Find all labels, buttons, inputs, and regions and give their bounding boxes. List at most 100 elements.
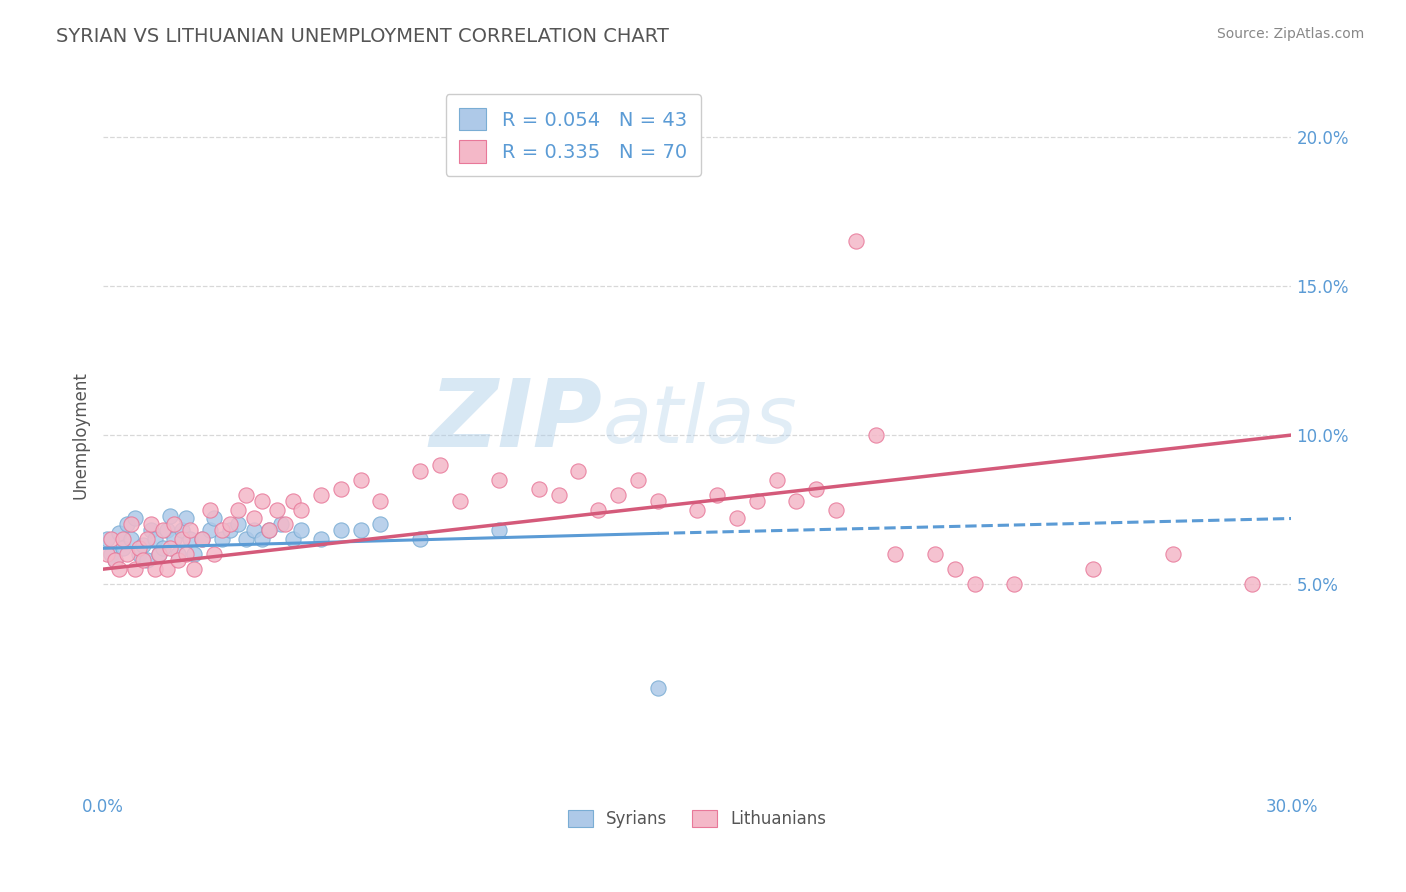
Point — [547, 488, 569, 502]
Point — [290, 524, 312, 538]
Point — [409, 533, 432, 547]
Point — [349, 524, 371, 538]
Point — [115, 517, 138, 532]
Point — [163, 517, 186, 532]
Point — [745, 493, 768, 508]
Point — [104, 553, 127, 567]
Point — [647, 681, 669, 696]
Point — [148, 547, 170, 561]
Point — [1161, 547, 1184, 561]
Point — [250, 533, 273, 547]
Point — [219, 524, 242, 538]
Point — [567, 464, 589, 478]
Point — [124, 562, 146, 576]
Point — [139, 517, 162, 532]
Point — [152, 541, 174, 556]
Point — [349, 473, 371, 487]
Point — [785, 493, 807, 508]
Point — [104, 553, 127, 567]
Point — [139, 524, 162, 538]
Point — [191, 533, 214, 547]
Point — [155, 524, 177, 538]
Point — [152, 524, 174, 538]
Point — [211, 533, 233, 547]
Point — [725, 511, 748, 525]
Point — [183, 562, 205, 576]
Point — [226, 517, 249, 532]
Point — [179, 533, 201, 547]
Point — [176, 547, 198, 561]
Point — [100, 533, 122, 547]
Point — [191, 533, 214, 547]
Point — [259, 524, 281, 538]
Point — [198, 502, 221, 516]
Point — [627, 473, 650, 487]
Point — [1240, 577, 1263, 591]
Point — [167, 553, 190, 567]
Point — [183, 547, 205, 561]
Point — [963, 577, 986, 591]
Point — [96, 533, 118, 547]
Point — [235, 488, 257, 502]
Point — [176, 511, 198, 525]
Point — [1002, 577, 1025, 591]
Point — [488, 524, 510, 538]
Point — [845, 235, 868, 249]
Point — [108, 526, 131, 541]
Point — [111, 541, 134, 556]
Point — [242, 524, 264, 538]
Point — [865, 428, 887, 442]
Point — [706, 488, 728, 502]
Point — [329, 524, 352, 538]
Point — [135, 553, 157, 567]
Point — [108, 562, 131, 576]
Point — [172, 533, 194, 547]
Point — [143, 533, 166, 547]
Point — [128, 547, 150, 561]
Point — [211, 524, 233, 538]
Text: atlas: atlas — [602, 382, 797, 459]
Point — [825, 502, 848, 516]
Point — [226, 502, 249, 516]
Text: ZIP: ZIP — [429, 375, 602, 467]
Point — [259, 524, 281, 538]
Point — [111, 533, 134, 547]
Point — [202, 511, 225, 525]
Point — [163, 533, 186, 547]
Point — [135, 533, 157, 547]
Point — [290, 502, 312, 516]
Point — [179, 524, 201, 538]
Point — [370, 517, 392, 532]
Point — [804, 482, 827, 496]
Point — [884, 547, 907, 561]
Point — [159, 541, 181, 556]
Point — [266, 502, 288, 516]
Point — [309, 488, 332, 502]
Point — [943, 562, 966, 576]
Point — [686, 502, 709, 516]
Point — [250, 493, 273, 508]
Point — [143, 562, 166, 576]
Point — [607, 488, 630, 502]
Point — [647, 493, 669, 508]
Point — [274, 517, 297, 532]
Point — [1083, 562, 1105, 576]
Point — [124, 511, 146, 525]
Point — [120, 517, 142, 532]
Point — [765, 473, 787, 487]
Point — [167, 547, 190, 561]
Point — [132, 553, 155, 567]
Point — [115, 547, 138, 561]
Point — [219, 517, 242, 532]
Point — [198, 524, 221, 538]
Point — [924, 547, 946, 561]
Legend: Syrians, Lithuanians: Syrians, Lithuanians — [561, 803, 834, 834]
Point — [370, 493, 392, 508]
Point — [283, 493, 305, 508]
Point — [159, 508, 181, 523]
Point — [588, 502, 610, 516]
Point — [409, 464, 432, 478]
Point — [283, 533, 305, 547]
Text: Source: ZipAtlas.com: Source: ZipAtlas.com — [1216, 27, 1364, 41]
Text: SYRIAN VS LITHUANIAN UNEMPLOYMENT CORRELATION CHART: SYRIAN VS LITHUANIAN UNEMPLOYMENT CORREL… — [56, 27, 669, 45]
